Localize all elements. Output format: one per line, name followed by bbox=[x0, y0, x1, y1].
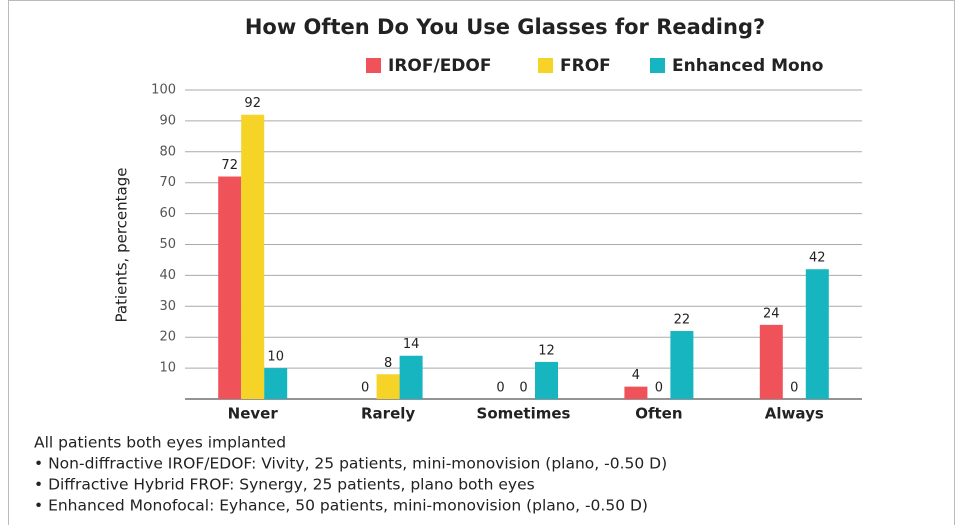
y-tick-label: 70 bbox=[159, 175, 176, 190]
y-axis-label: Patients, percentage bbox=[113, 168, 131, 323]
legend-label: IROF/EDOF bbox=[388, 56, 491, 76]
x-tick-label: Sometimes bbox=[477, 405, 571, 423]
bar bbox=[624, 386, 648, 399]
y-tick-label: 80 bbox=[159, 144, 176, 159]
value-label: 22 bbox=[674, 313, 691, 328]
bar bbox=[399, 355, 423, 399]
legend-swatch bbox=[366, 58, 381, 73]
value-label: 8 bbox=[384, 356, 392, 371]
frame bbox=[8, 0, 955, 525]
note: • Non-diffractive IROF/EDOF: Vivity, 25 … bbox=[34, 455, 667, 473]
value-label: 0 bbox=[496, 381, 504, 396]
y-tick-label: 30 bbox=[159, 299, 176, 314]
value-label: 92 bbox=[244, 96, 261, 111]
x-tick-label: Rarely bbox=[361, 405, 415, 423]
chart-title: How Often Do You Use Glasses for Reading… bbox=[245, 15, 765, 39]
value-label: 0 bbox=[790, 381, 798, 396]
value-label: 24 bbox=[763, 306, 780, 321]
legend-swatch bbox=[538, 58, 553, 73]
y-tick-label: 40 bbox=[159, 268, 176, 283]
y-tick-label: 50 bbox=[159, 237, 176, 252]
y-tick-label: 90 bbox=[159, 113, 176, 128]
x-tick-label: Never bbox=[228, 405, 279, 423]
y-tick-label: 10 bbox=[159, 361, 176, 376]
value-label: 10 bbox=[267, 350, 284, 365]
bar bbox=[241, 114, 265, 399]
legend-label: Enhanced Mono bbox=[672, 56, 823, 76]
value-label: 12 bbox=[538, 343, 555, 358]
bar bbox=[805, 269, 829, 399]
note: • Enhanced Monofocal: Eyhance, 50 patien… bbox=[34, 497, 648, 515]
y-tick-label: 20 bbox=[159, 330, 176, 345]
x-tick-label: Often bbox=[635, 405, 682, 423]
value-label: 42 bbox=[809, 251, 826, 266]
value-label: 0 bbox=[519, 381, 527, 396]
note: All patients both eyes implanted bbox=[34, 434, 286, 452]
bar bbox=[759, 324, 783, 399]
value-label: 0 bbox=[655, 381, 663, 396]
value-label: 14 bbox=[403, 337, 420, 352]
bar bbox=[670, 331, 694, 399]
y-tick-label: 60 bbox=[159, 206, 176, 221]
x-tick-label: Always bbox=[765, 405, 824, 423]
bar bbox=[218, 176, 242, 399]
legend-label: FROF bbox=[560, 56, 611, 76]
bar bbox=[535, 361, 558, 399]
value-label: 72 bbox=[221, 158, 238, 173]
note: • Diffractive Hybrid FROF: Synergy, 25 p… bbox=[34, 476, 535, 494]
legend-swatch bbox=[650, 58, 665, 73]
bar bbox=[376, 374, 400, 399]
value-label: 0 bbox=[361, 381, 369, 396]
y-tick-label: 100 bbox=[151, 83, 176, 98]
value-label: 4 bbox=[632, 368, 640, 383]
bar bbox=[264, 368, 288, 399]
